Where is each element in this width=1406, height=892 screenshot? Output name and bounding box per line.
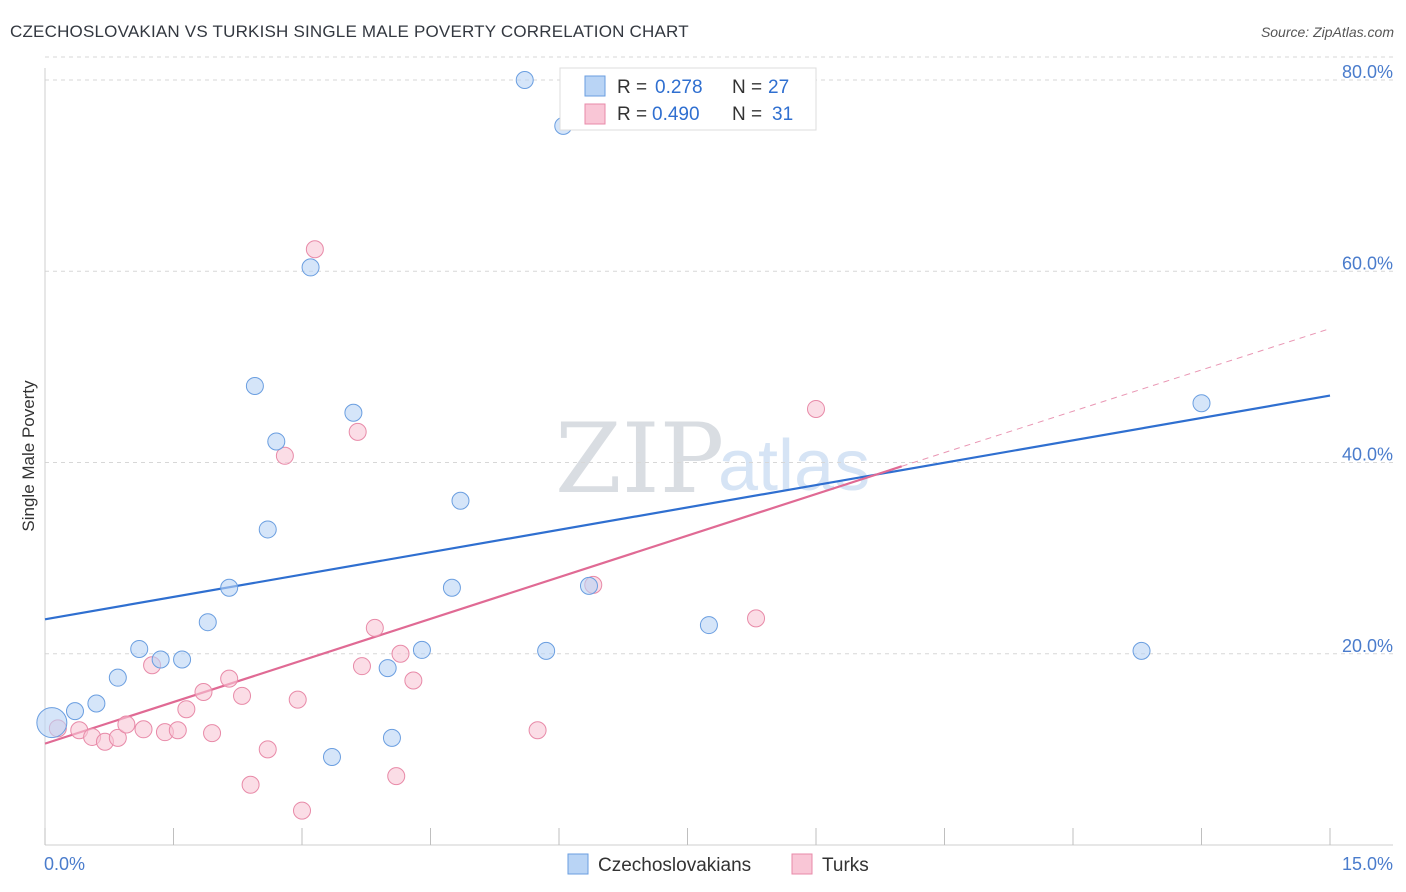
point-turk-22 xyxy=(352,657,371,676)
x-tick-label-min: 0.0% xyxy=(44,854,85,874)
data-points xyxy=(36,71,1211,820)
point-turk-25 xyxy=(391,644,410,663)
legend-swatch-turk xyxy=(584,103,606,125)
y-axis-title: Single Male Poverty xyxy=(19,380,38,532)
point-czech-14 xyxy=(344,403,363,422)
point-czech-21 xyxy=(537,641,556,660)
source-note: Source: ZipAtlas.com xyxy=(1260,24,1394,40)
watermark: ZIP atlas xyxy=(555,403,870,515)
point-czech-17 xyxy=(412,640,431,659)
trend-line-turk xyxy=(44,465,903,745)
legend-r-label-czech: R = xyxy=(617,77,647,98)
point-turk-18 xyxy=(288,690,307,709)
point-turk-15 xyxy=(241,775,260,794)
point-czech-18 xyxy=(442,578,461,597)
trend-lines xyxy=(44,328,1331,745)
point-czech-10 xyxy=(267,432,286,451)
legend-r-value-turk: 0.490 xyxy=(652,104,700,125)
series-swatch-czech xyxy=(567,853,589,875)
point-turk-23 xyxy=(365,618,384,637)
point-turk-14 xyxy=(233,686,252,705)
point-turk-30 xyxy=(807,399,825,418)
point-turk-9 xyxy=(168,721,187,740)
point-czech-24 xyxy=(699,616,718,635)
watermark-atlas: atlas xyxy=(718,426,870,506)
y-tick-label-40: 40.0% xyxy=(1342,445,1393,465)
point-czech-4 xyxy=(130,639,149,658)
series-label-czech: Czechoslovakians xyxy=(598,855,751,876)
point-turk-27 xyxy=(528,721,547,740)
point-turk-26 xyxy=(404,671,423,690)
y-tick-label-20: 20.0% xyxy=(1342,636,1393,656)
x-tick-label-max: 15.0% xyxy=(1342,854,1393,874)
point-turk-13 xyxy=(220,669,239,688)
trend-line-turk-extension xyxy=(901,328,1331,467)
legend-n-label-turk: N = xyxy=(732,104,762,125)
trend-line-czech xyxy=(44,394,1331,621)
point-turk-17 xyxy=(275,446,294,465)
point-turk-20 xyxy=(305,240,324,259)
point-czech-5 xyxy=(151,650,170,669)
point-czech-25 xyxy=(1132,641,1151,660)
point-czech-9 xyxy=(245,377,264,395)
y-tick-label-60: 60.0% xyxy=(1342,253,1393,273)
point-czech-19 xyxy=(451,491,470,510)
watermark-zip: ZIP xyxy=(555,403,724,515)
series-legend: Czechoslovakians Turks xyxy=(567,853,869,876)
point-czech-6 xyxy=(173,650,192,669)
point-czech-12 xyxy=(301,258,320,277)
legend-n-label-czech: N = xyxy=(732,77,762,98)
point-czech-3 xyxy=(108,668,127,687)
y-tick-label-80: 80.0% xyxy=(1342,62,1393,82)
series-label-turk: Turks xyxy=(822,855,869,876)
y-tick-labels: 20.0% 40.0% 60.0% 80.0% xyxy=(1342,62,1393,656)
point-turk-10 xyxy=(177,700,196,719)
point-turk-21 xyxy=(348,422,367,441)
point-czech-23 xyxy=(579,576,598,595)
point-czech-26 xyxy=(1192,394,1211,413)
series-swatch-turk xyxy=(791,853,813,875)
point-czech-15 xyxy=(378,659,397,678)
point-turk-12 xyxy=(203,724,222,743)
point-turk-4 xyxy=(108,728,127,747)
point-turk-29 xyxy=(747,609,766,628)
chart-title: CZECHOSLOVAKIAN VS TURKISH SINGLE MALE P… xyxy=(10,22,689,41)
point-turk-19 xyxy=(293,801,311,820)
point-turk-24 xyxy=(387,767,406,786)
point-czech-13 xyxy=(322,748,341,767)
point-czech-7 xyxy=(198,613,217,632)
gridlines xyxy=(45,56,1393,655)
legend-n-value-turk: 31 xyxy=(772,104,793,125)
point-turk-11 xyxy=(194,683,213,701)
point-czech-8 xyxy=(220,578,239,597)
point-turk-16 xyxy=(258,740,277,759)
legend-n-value-czech: 27 xyxy=(768,77,789,98)
correlation-legend: R = 0.278 N = 27 R = 0.490 N = 31 xyxy=(559,67,817,131)
legend-r-value-czech: 0.278 xyxy=(655,77,703,98)
point-czech-1 xyxy=(65,702,84,721)
point-czech-0 xyxy=(36,707,68,739)
point-czech-2 xyxy=(87,694,106,713)
legend-r-label-turk: R = xyxy=(617,104,647,125)
legend-swatch-czech xyxy=(584,75,606,97)
point-turk-6 xyxy=(134,720,153,739)
point-czech-11 xyxy=(258,520,277,539)
point-turk-5 xyxy=(117,715,136,734)
point-czech-16 xyxy=(382,728,401,747)
point-czech-20 xyxy=(515,71,534,89)
